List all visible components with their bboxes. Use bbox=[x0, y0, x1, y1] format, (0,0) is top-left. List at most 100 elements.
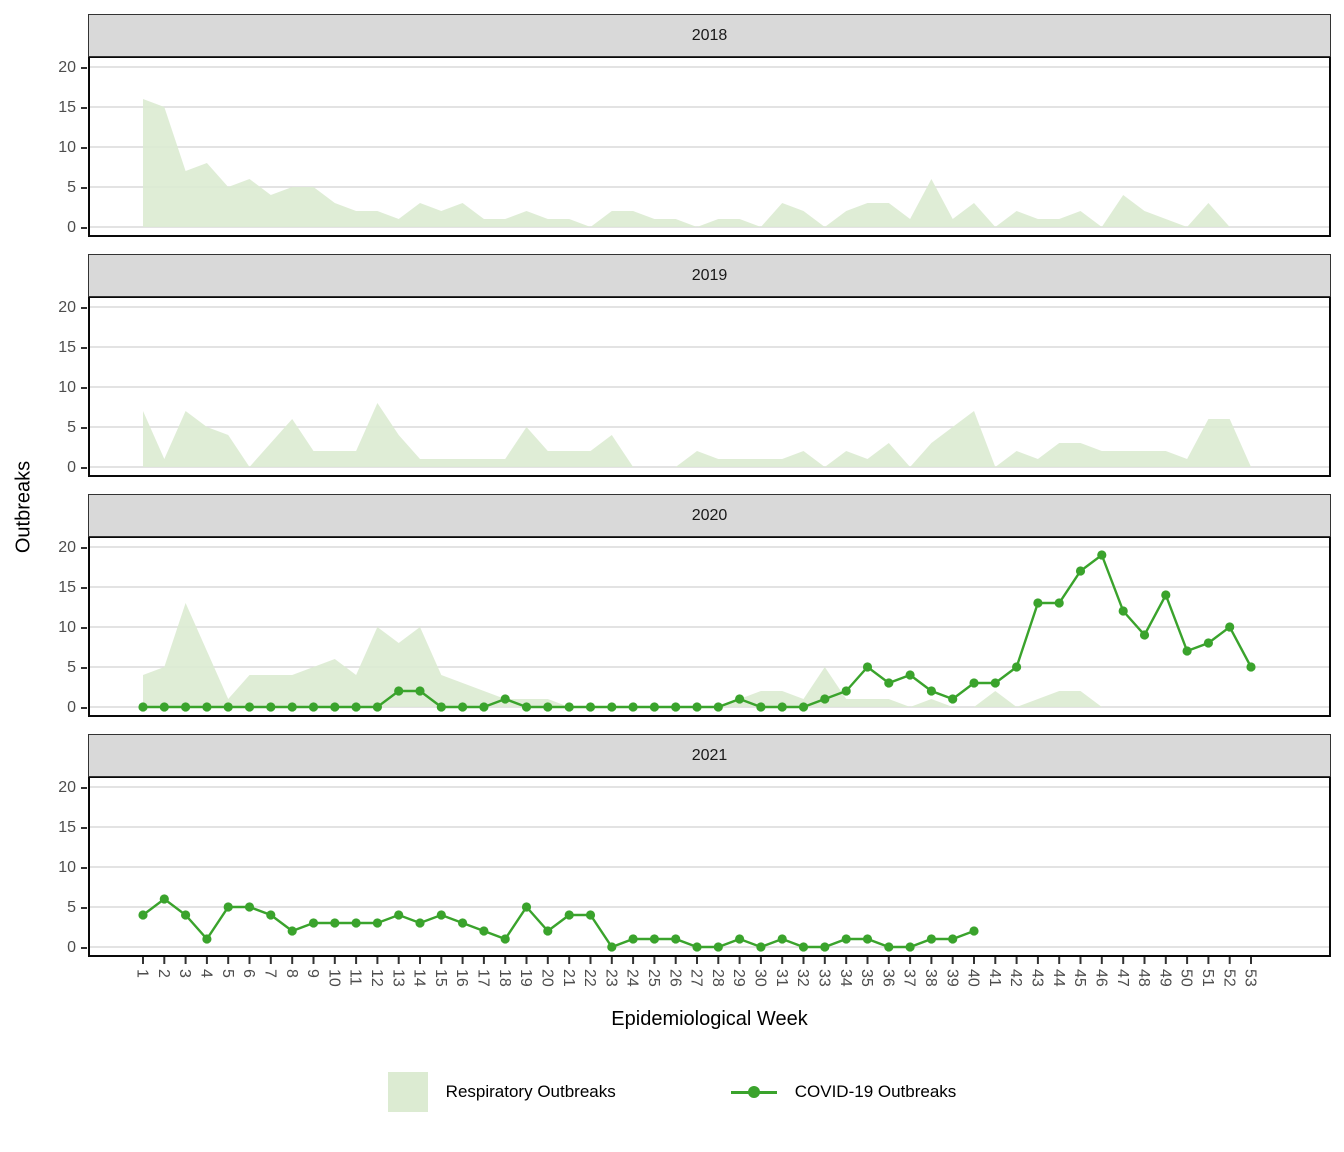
covid-point bbox=[905, 942, 915, 952]
x-tick-label: 22 bbox=[581, 969, 598, 987]
covid-point bbox=[1054, 598, 1064, 608]
covid-point bbox=[1139, 630, 1150, 640]
x-tick-label: 21 bbox=[560, 969, 577, 987]
covid-line-swatch-icon bbox=[730, 1072, 777, 1112]
facet-2019: 2019 0 5 10 15 20 bbox=[0, 254, 1344, 477]
y-tick-label: 5 bbox=[67, 659, 76, 676]
x-tick-label: 5 bbox=[219, 969, 236, 978]
covid-point bbox=[607, 942, 617, 952]
covid-point bbox=[244, 902, 255, 912]
respiratory-area bbox=[143, 403, 1251, 467]
x-tick-label: 50 bbox=[1178, 969, 1195, 987]
covid-point bbox=[585, 702, 596, 712]
x-tick-label: 34 bbox=[837, 969, 854, 987]
x-tick-label: 27 bbox=[688, 969, 705, 987]
facet-strip-label: 2019 bbox=[691, 266, 728, 284]
x-tick-label: 30 bbox=[751, 969, 768, 987]
panel-2021-plot bbox=[90, 786, 1329, 952]
y-tick-mark bbox=[81, 427, 87, 429]
y-tick-label: 0 bbox=[67, 939, 76, 956]
x-tick-label: 38 bbox=[922, 969, 939, 987]
x-tick-label: 25 bbox=[645, 969, 662, 987]
covid-point bbox=[692, 702, 702, 712]
facet-strip-2018: 2018 bbox=[88, 14, 1331, 57]
legend-item-respiratory: Respiratory Outbreaks bbox=[387, 1072, 616, 1112]
y-tick-mark bbox=[81, 587, 87, 589]
covid-point bbox=[926, 934, 937, 944]
x-tick-label: 33 bbox=[815, 969, 832, 987]
y-tick-label: 15 bbox=[58, 99, 76, 116]
covid-point bbox=[1182, 646, 1192, 656]
x-tick-label: 46 bbox=[1092, 969, 1109, 987]
covid-point bbox=[330, 918, 340, 928]
facet-strip-2020: 2020 bbox=[88, 494, 1331, 537]
y-tick-mark bbox=[81, 347, 87, 349]
x-tick-label: 39 bbox=[943, 969, 960, 987]
x-axis: 1 2 3 4 5 6 7 8 9 10 11 12 13 14 15 16 17 18 19 20 21 22 23 24 2… bbox=[134, 957, 1259, 987]
x-tick-label: 42 bbox=[1007, 969, 1024, 987]
covid-point bbox=[202, 934, 212, 944]
y-tick-mark bbox=[81, 667, 87, 669]
covid-point bbox=[820, 942, 830, 952]
covid-point bbox=[372, 918, 382, 928]
covid-point bbox=[351, 702, 361, 712]
x-tick-label: 49 bbox=[1156, 969, 1173, 987]
covid-point bbox=[798, 942, 809, 952]
covid-point bbox=[521, 902, 532, 912]
y-tick-mark bbox=[81, 227, 87, 229]
facet-strip-label: 2021 bbox=[691, 746, 728, 764]
y-tick-mark bbox=[81, 827, 87, 829]
covid-point bbox=[564, 702, 574, 712]
legend-line-dot bbox=[747, 1086, 760, 1098]
y-tick-mark bbox=[81, 787, 87, 789]
panel-2021 bbox=[88, 777, 1331, 957]
covid-point bbox=[585, 910, 596, 920]
x-tick-label: 16 bbox=[453, 969, 470, 987]
covid-point bbox=[649, 934, 660, 944]
covid-point bbox=[862, 662, 873, 672]
covid-point bbox=[543, 702, 553, 712]
respiratory-area bbox=[143, 99, 1251, 227]
y-tick-mark bbox=[81, 707, 87, 709]
covid-point bbox=[521, 702, 532, 712]
facet-2021: 2021 0 5 10 15 20 bbox=[0, 734, 1344, 957]
covid-point bbox=[841, 934, 851, 944]
respiratory-area-swatch-icon bbox=[387, 1072, 428, 1112]
x-tick-label: 52 bbox=[1220, 969, 1237, 987]
covid-point bbox=[1118, 606, 1128, 616]
panel-2018-plot bbox=[90, 66, 1329, 228]
x-tick-label: 12 bbox=[368, 969, 385, 987]
covid-point bbox=[735, 694, 745, 704]
y-tick-label: 0 bbox=[67, 219, 76, 236]
covid-point bbox=[223, 702, 233, 712]
y-tick-mark bbox=[81, 187, 87, 189]
covid-point bbox=[500, 694, 510, 704]
x-tick-label: 8 bbox=[283, 969, 300, 978]
covid-point bbox=[884, 678, 894, 688]
covid-point bbox=[671, 702, 681, 712]
covid-point bbox=[1161, 590, 1171, 600]
y-tick-label: 15 bbox=[58, 579, 76, 596]
y-tick-label: 20 bbox=[58, 539, 76, 556]
covid-point bbox=[181, 910, 191, 920]
covid-point bbox=[436, 910, 446, 920]
y-tick-mark bbox=[81, 307, 87, 309]
legend-item-covid: COVID-19 Outbreaks bbox=[730, 1072, 956, 1112]
covid-point bbox=[841, 686, 851, 696]
y-tick-label: 15 bbox=[58, 819, 76, 836]
covid-point bbox=[862, 934, 873, 944]
panel-2020 bbox=[88, 537, 1331, 717]
facet-strip-label: 2018 bbox=[691, 26, 728, 44]
covid-line bbox=[142, 897, 975, 949]
x-tick-label: 41 bbox=[986, 969, 1003, 987]
x-tick-label: 28 bbox=[709, 969, 726, 987]
legend-label-respiratory: Respiratory Outbreaks bbox=[445, 1082, 616, 1101]
x-tick-label: 9 bbox=[304, 969, 321, 978]
covid-point bbox=[1012, 662, 1022, 672]
y-tick-mark bbox=[81, 67, 87, 69]
covid-point bbox=[1225, 622, 1235, 632]
y-tick-mark bbox=[81, 107, 87, 109]
covid-point bbox=[372, 702, 382, 712]
covid-point bbox=[244, 702, 255, 712]
